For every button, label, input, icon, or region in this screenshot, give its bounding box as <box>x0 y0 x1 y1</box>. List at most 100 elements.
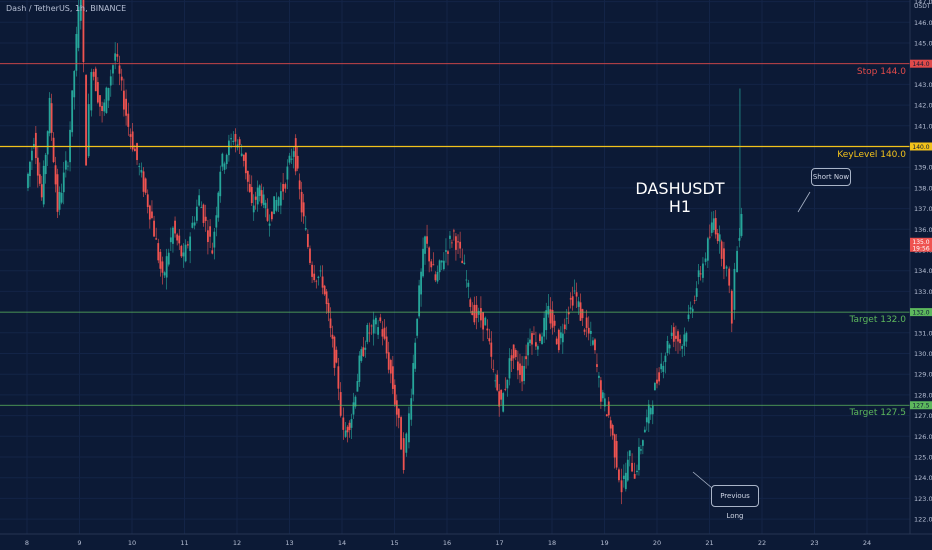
candle-body <box>467 282 470 287</box>
price-axis[interactable]: 122.0 123.0 124.0 125.0 126.0 127.0 128.0 129.0… <box>910 0 932 524</box>
candle-body <box>32 144 35 147</box>
candle-body <box>163 272 166 276</box>
level-tag <box>910 59 932 68</box>
candle-body <box>313 273 316 281</box>
price-tick-label: 130.0 <box>914 350 932 358</box>
candle-body <box>508 358 511 379</box>
previous-long-callout[interactable]: Previous Long <box>711 485 759 520</box>
candle-body <box>182 252 185 257</box>
candle-body <box>56 174 59 212</box>
candle-body <box>459 241 462 249</box>
time-axis[interactable]: 8 9 10 11 12 13 14 15 16 17 18 19 20 21 22 23 24 <box>25 539 871 547</box>
time-tick-label: 17 <box>495 539 503 547</box>
price-tick-label: 125.0 <box>914 454 932 462</box>
candle-body <box>36 157 39 176</box>
candle-body <box>387 352 390 370</box>
candle-body <box>666 340 669 353</box>
candle-body <box>547 305 550 315</box>
candle-body <box>256 187 259 205</box>
candle-body <box>708 236 711 238</box>
candle-body <box>451 242 453 244</box>
candle-body <box>687 314 690 320</box>
candle-body <box>445 250 447 252</box>
candle-body <box>169 237 172 243</box>
candle-body <box>740 213 743 236</box>
candle-body <box>204 216 207 221</box>
candle-body <box>475 304 478 319</box>
candle-body <box>654 382 656 391</box>
candle-body <box>714 218 717 235</box>
candle-body <box>539 334 541 341</box>
candles <box>27 0 743 505</box>
candle-body <box>331 334 334 339</box>
candle-body <box>385 336 388 354</box>
candle-body <box>706 238 709 261</box>
candle-body <box>695 288 698 297</box>
candle-body <box>339 392 342 416</box>
price-tick-label: 139.0 <box>914 164 932 172</box>
candle-body <box>29 161 31 177</box>
candle-body <box>242 154 245 161</box>
candle-body <box>647 404 650 424</box>
candle-body <box>424 236 426 254</box>
candle-body <box>42 165 45 205</box>
price-tick-label: 127.0 <box>914 412 932 420</box>
candle-body <box>397 408 400 418</box>
candle-body <box>679 339 681 344</box>
candle-body <box>504 388 507 390</box>
candle-body <box>712 218 715 231</box>
short-now-callout[interactable]: Short Now <box>811 168 851 186</box>
candle-body <box>352 402 355 415</box>
candle-body <box>725 266 728 269</box>
price-tick-label: 122.0 <box>914 516 932 524</box>
candle-body <box>315 280 318 282</box>
candle-body <box>129 134 132 137</box>
candle-body <box>268 223 271 226</box>
candle-body <box>551 309 554 328</box>
candle-body <box>232 140 235 142</box>
candle-body <box>529 339 531 344</box>
candle-body <box>461 260 464 264</box>
candle-body <box>502 393 505 412</box>
current-price-tag <box>910 237 932 252</box>
candle-body <box>675 335 677 339</box>
candle-body <box>176 234 179 241</box>
time-tick-label: 14 <box>338 539 346 547</box>
candle-body <box>693 300 696 302</box>
candle-body <box>506 379 509 389</box>
candle-body <box>350 419 353 428</box>
level-tag-label: 127.5 <box>912 403 929 410</box>
price-tick-label: 143.0 <box>914 81 932 89</box>
candle-body <box>601 392 604 399</box>
candle-body <box>624 472 627 490</box>
candle-body <box>292 151 295 157</box>
candle-body <box>329 318 332 329</box>
price-tick-label: 137.0 <box>914 205 932 213</box>
candle-body <box>75 33 78 71</box>
candle-body <box>321 276 324 288</box>
candle-body <box>457 241 459 243</box>
candle-body <box>273 196 276 214</box>
candle-body <box>375 317 377 325</box>
candle-body <box>151 211 153 218</box>
candle-body <box>317 276 320 279</box>
candle-body <box>50 103 53 133</box>
candle-body <box>94 68 97 92</box>
candle-body <box>607 401 610 416</box>
candle-body <box>294 138 297 172</box>
price-tick-label: 141.0 <box>914 122 932 130</box>
candle-body <box>87 104 90 157</box>
candle-body <box>189 236 192 251</box>
level-label: KeyLevel 140.0 <box>837 149 906 160</box>
candle-body <box>510 355 513 361</box>
candle-body <box>512 344 515 359</box>
candle-body <box>405 433 408 453</box>
candle-body <box>702 263 704 278</box>
level-lines <box>0 63 910 406</box>
candle-body <box>99 95 101 107</box>
candle-body <box>596 364 598 367</box>
candle-body <box>477 310 480 315</box>
candle-body <box>589 330 592 334</box>
candle-body <box>447 251 449 254</box>
